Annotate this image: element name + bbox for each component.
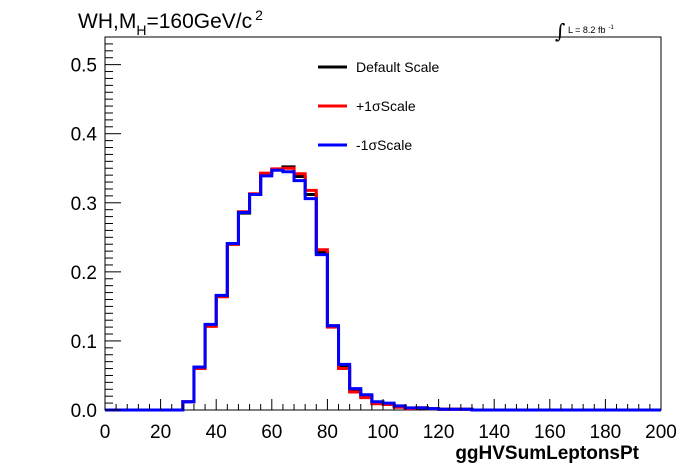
- x-axis-label: ggHVSumLeptonsPt: [455, 443, 639, 464]
- x-tick-label: 60: [261, 422, 282, 443]
- y-tick-label: 0.1: [71, 332, 97, 353]
- integral-symbol: ∫: [555, 19, 565, 43]
- legend-label: Default Scale: [356, 59, 439, 75]
- x-tick-label: 40: [206, 422, 227, 443]
- title-prefix: WH,M: [78, 10, 136, 33]
- y-axis: 0.0 0.1 0.2 0.3 0.4 0.5: [71, 36, 121, 422]
- series-line-1: [105, 166, 661, 412]
- x-tick-label: 140: [478, 422, 510, 443]
- lumi-superscript: -1: [608, 25, 614, 31]
- x-axis: 0 20 40 60 80 100 120 140 160 180 200: [100, 399, 677, 443]
- series-layer: [105, 165, 661, 412]
- y-tick-label: 0.5: [71, 56, 97, 77]
- chart-title: WH,MH=160GeV/c 2: [78, 7, 263, 38]
- y-tick-label: 0.3: [71, 194, 97, 215]
- series-line-0: [105, 165, 661, 412]
- title-middle: =160GeV/c: [146, 10, 252, 33]
- plot-frame: [104, 36, 662, 411]
- x-tick-label: 200: [645, 422, 677, 443]
- x-tick-label: 0: [100, 422, 111, 443]
- y-tick-label: 0.4: [71, 125, 98, 146]
- x-tick-label: 20: [150, 422, 171, 443]
- x-tick-label: 100: [367, 422, 399, 443]
- x-tick-label: 180: [590, 422, 622, 443]
- lumi-text: L = 8.2 fb: [568, 25, 605, 35]
- y-tick-label: 0.0: [71, 401, 97, 422]
- y-tick-label: 0.2: [71, 263, 97, 284]
- legend-label: -1σScale: [356, 137, 412, 153]
- series-line-2: [105, 168, 661, 412]
- x-tick-label: 120: [423, 422, 455, 443]
- title-superscript: 2: [255, 7, 263, 23]
- x-tick-label: 80: [317, 422, 338, 443]
- legend: Default Scale +1σScale -1σScale: [318, 59, 439, 153]
- title-subscript: H: [136, 22, 146, 38]
- x-tick-label: 160: [534, 422, 566, 443]
- lumi-label: L = 8.2 fb -1: [568, 25, 614, 35]
- legend-label: +1σScale: [356, 98, 416, 114]
